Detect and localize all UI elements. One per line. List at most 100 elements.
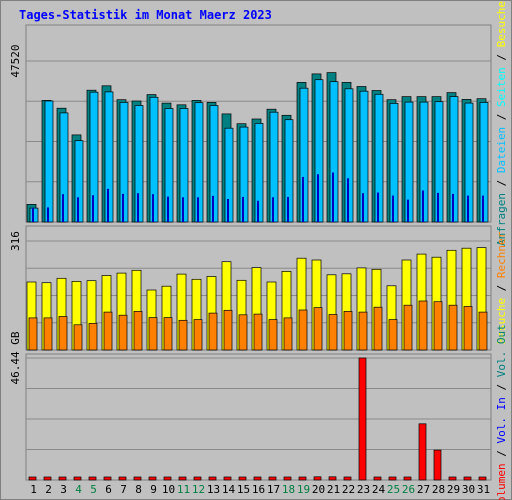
bar-rechner xyxy=(148,317,158,351)
bar-seiten xyxy=(287,196,289,222)
bar-seiten xyxy=(182,197,184,222)
bar-seiten xyxy=(332,172,334,222)
bar-seiten xyxy=(452,193,454,222)
bar-rechner xyxy=(298,309,308,351)
legend-entry: Besuche xyxy=(495,298,508,344)
bar-volumen xyxy=(403,476,412,481)
bar-seiten xyxy=(92,195,94,222)
bar-seiten xyxy=(167,196,169,222)
x-tick-label: 25 xyxy=(387,483,400,496)
x-tick-label: 17 xyxy=(267,483,280,496)
bar-volumen xyxy=(313,476,322,481)
bar-rechner xyxy=(328,314,338,351)
x-tick-label: 19 xyxy=(297,483,310,496)
bar-volumen xyxy=(373,476,382,481)
bar-rechner xyxy=(403,304,413,351)
legend-entry: Vol. In xyxy=(495,397,508,450)
bar-volumen xyxy=(298,476,307,481)
bar-rechner xyxy=(283,317,293,351)
bar-rechner xyxy=(343,311,353,351)
bar-seiten xyxy=(152,194,154,222)
x-tick-label: 15 xyxy=(237,483,250,496)
bar-volumen xyxy=(418,423,427,481)
bar-volumen xyxy=(253,476,262,481)
bar-seiten xyxy=(227,199,229,222)
bar-rechner xyxy=(358,311,368,351)
x-tick-label: 4 xyxy=(75,483,82,496)
x-tick-label: 29 xyxy=(447,483,460,496)
legend-entry: / xyxy=(495,180,508,193)
bar-rechner xyxy=(163,317,173,351)
legend-entry: Dateien xyxy=(495,127,508,180)
bar-seiten xyxy=(467,195,469,222)
bar-rechner xyxy=(463,306,473,351)
x-tick-label: 10 xyxy=(162,483,175,496)
legend-entry: Anfragen xyxy=(495,193,508,246)
x-tick-label: 2 xyxy=(45,483,52,496)
plot-area xyxy=(25,353,492,481)
bar-rechner xyxy=(223,309,233,351)
x-tick-label: 26 xyxy=(402,483,415,496)
bar-rechner xyxy=(58,316,68,351)
bar-seiten xyxy=(242,196,244,222)
x-tick-label: 30 xyxy=(462,483,475,496)
bar-volumen xyxy=(163,476,172,481)
bar-rechner xyxy=(88,323,98,351)
bar-seiten xyxy=(392,195,394,222)
bar-volumen xyxy=(43,476,52,481)
bar-seiten xyxy=(257,200,259,222)
bar-seiten xyxy=(377,192,379,222)
x-tick-label: 11 xyxy=(177,483,190,496)
legend-entry: Vol. Out xyxy=(495,324,508,384)
bar-rechner xyxy=(193,319,203,351)
bar-rechner xyxy=(478,311,488,351)
bar-rechner xyxy=(133,311,143,351)
x-tick-label: 8 xyxy=(135,483,142,496)
bar-volumen xyxy=(343,476,352,481)
bar-seiten xyxy=(272,197,274,222)
bar-seiten xyxy=(47,207,49,222)
x-tick-label: 23 xyxy=(357,483,370,496)
bar-rechner xyxy=(118,314,128,351)
x-tick-label: 13 xyxy=(207,483,220,496)
bar-volumen xyxy=(358,357,367,481)
legend: Besuche / Rechner xyxy=(495,231,508,344)
bar-volumen xyxy=(283,476,292,481)
bar-volumen xyxy=(448,476,457,481)
bar-rechner xyxy=(178,319,188,351)
chart-panel-1: 47520 Anfragen / Dateien / Seiten / Besuc… xyxy=(9,1,508,246)
bar-volumen xyxy=(223,476,232,481)
x-tick-label: 18 xyxy=(282,483,295,496)
x-tick-label: 1 xyxy=(30,483,37,496)
bar-rechner xyxy=(28,317,38,351)
x-tick-label: 6 xyxy=(105,483,112,496)
bar-volumen xyxy=(388,476,397,481)
legend-entry: Seiten xyxy=(495,67,508,113)
bar-volumen xyxy=(328,476,337,481)
x-tick-label: 7 xyxy=(120,483,127,496)
x-tick-label: 21 xyxy=(327,483,340,496)
bar-rechner xyxy=(103,311,113,351)
bar-volumen xyxy=(148,476,157,481)
bar-seiten xyxy=(482,195,484,222)
x-tick-label: 5 xyxy=(90,483,97,496)
bar-volumen xyxy=(58,476,67,481)
bar-volumen xyxy=(88,476,97,481)
legend: Anfragen / Dateien / Seiten / Besuche xyxy=(495,1,508,246)
legend-entry: / xyxy=(495,384,508,397)
bar-seiten xyxy=(122,193,124,222)
bar-seiten xyxy=(437,192,439,222)
bar-seiten xyxy=(197,197,199,222)
bar-rechner xyxy=(253,313,263,351)
legend-entry: Volumen xyxy=(495,463,508,500)
bar-rechner xyxy=(313,307,323,351)
bar-seiten xyxy=(407,199,409,222)
bar-rechner xyxy=(433,301,443,351)
legend-entry: / xyxy=(495,54,508,67)
bar-seiten xyxy=(302,176,304,222)
bar-seiten xyxy=(62,194,64,222)
chart-panel-2: 316 Besuche / Rechner xyxy=(9,225,508,351)
chart-panel-3: 46.44 GB Volumen / Vol. In / Vol. Out xyxy=(9,324,508,500)
bar-rechner xyxy=(238,314,248,351)
